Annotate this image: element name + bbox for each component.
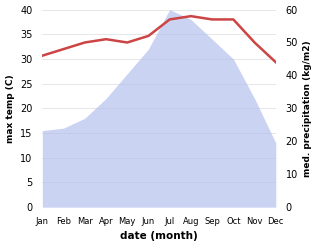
Y-axis label: med. precipitation (kg/m2): med. precipitation (kg/m2) xyxy=(303,40,313,177)
X-axis label: date (month): date (month) xyxy=(120,231,198,242)
Y-axis label: max temp (C): max temp (C) xyxy=(5,74,15,143)
